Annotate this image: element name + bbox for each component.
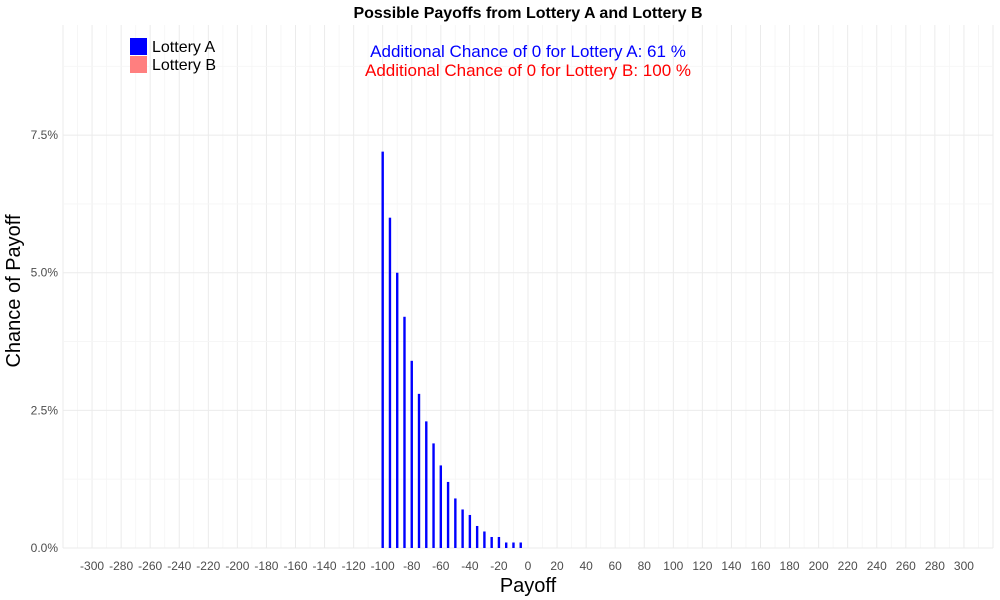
legend: Lottery A Lottery B [130,38,216,74]
x-tick-label: -60 [432,559,450,573]
y-tick-label: 7.5% [31,128,59,142]
bar-lottery-a [439,465,443,548]
bar-lottery-a [432,443,435,548]
bar-lottery-a [388,217,392,548]
bar-lottery-a [417,393,421,548]
x-tick-label: -180 [254,559,278,573]
bar-lottery-a [403,316,406,548]
x-tick-label: -140 [313,559,337,573]
x-tick-label: 280 [925,559,945,573]
bar-lottery-a [512,542,515,548]
y-axis-label: Chance of Payoff [3,214,25,368]
y-tick-label: 0.0% [31,541,59,555]
bar-lottery-a [454,498,457,548]
x-tick-label: -260 [138,559,162,573]
x-tick-label: 160 [750,559,770,573]
x-tick-label: -80 [403,559,421,573]
x-axis-label: Payoff [500,575,557,597]
y-tick-label: 5.0% [31,266,59,280]
x-tick-label: -200 [225,559,249,573]
x-tick-label: 120 [692,559,712,573]
annotation-lottery-b: Additional Chance of 0 for Lottery B: 10… [365,61,691,80]
bar-lottery-a [461,509,464,548]
x-tick-label: -20 [490,559,508,573]
x-tick-label: -280 [109,559,133,573]
grid [62,25,994,549]
bar-lottery-a [519,542,522,548]
legend-label-lottery-a: Lottery A [152,39,215,56]
x-tick-label: -300 [80,559,104,573]
x-tick-label: 40 [579,559,593,573]
x-tick-label: 20 [550,559,564,573]
annotation-lottery-a: Additional Chance of 0 for Lottery A: 61… [370,42,686,61]
x-tick-label: 260 [896,559,916,573]
bar-lottery-a [396,272,399,548]
legend-label-lottery-b: Lottery B [152,57,216,74]
x-tick-label: 100 [663,559,683,573]
x-tick-label: 240 [867,559,887,573]
bar-lottery-a [497,536,501,548]
bar-lottery-a [468,514,472,548]
bar-lottery-a [425,421,428,548]
x-tick-label: 140 [721,559,741,573]
bar-lottery-a [410,360,413,548]
x-tick-label: -160 [283,559,307,573]
bar-lottery-a [483,531,486,548]
legend-swatch-lottery-b [130,56,147,73]
bar-lottery-a [490,536,493,548]
bars [381,151,522,549]
bar-lottery-a [446,481,450,548]
x-tick-label: 60 [609,559,623,573]
x-tick-label: 80 [638,559,652,573]
x-tick-label: 220 [838,559,858,573]
x-tick-label: 300 [954,559,974,573]
bar-lottery-a [475,525,479,548]
y-tick-label: 2.5% [31,403,59,417]
x-tick-label: -100 [371,559,395,573]
x-tick-label: 180 [780,559,800,573]
ticks: -300 -280 -260 -240 -220 -200 -180 -160 -140 -120… [31,128,975,573]
bar-lottery-a [505,542,508,548]
x-tick-label: -240 [167,559,191,573]
chart-title: Possible Payoffs from Lottery A and Lott… [353,5,702,22]
x-tick-label: -120 [342,559,366,573]
legend-swatch-lottery-a [130,38,147,55]
x-tick-label: -40 [461,559,479,573]
x-tick-label: -220 [196,559,220,573]
bar-lottery-a [381,151,384,549]
x-tick-label: 200 [809,559,829,573]
x-tick-label: 0 [525,559,532,573]
